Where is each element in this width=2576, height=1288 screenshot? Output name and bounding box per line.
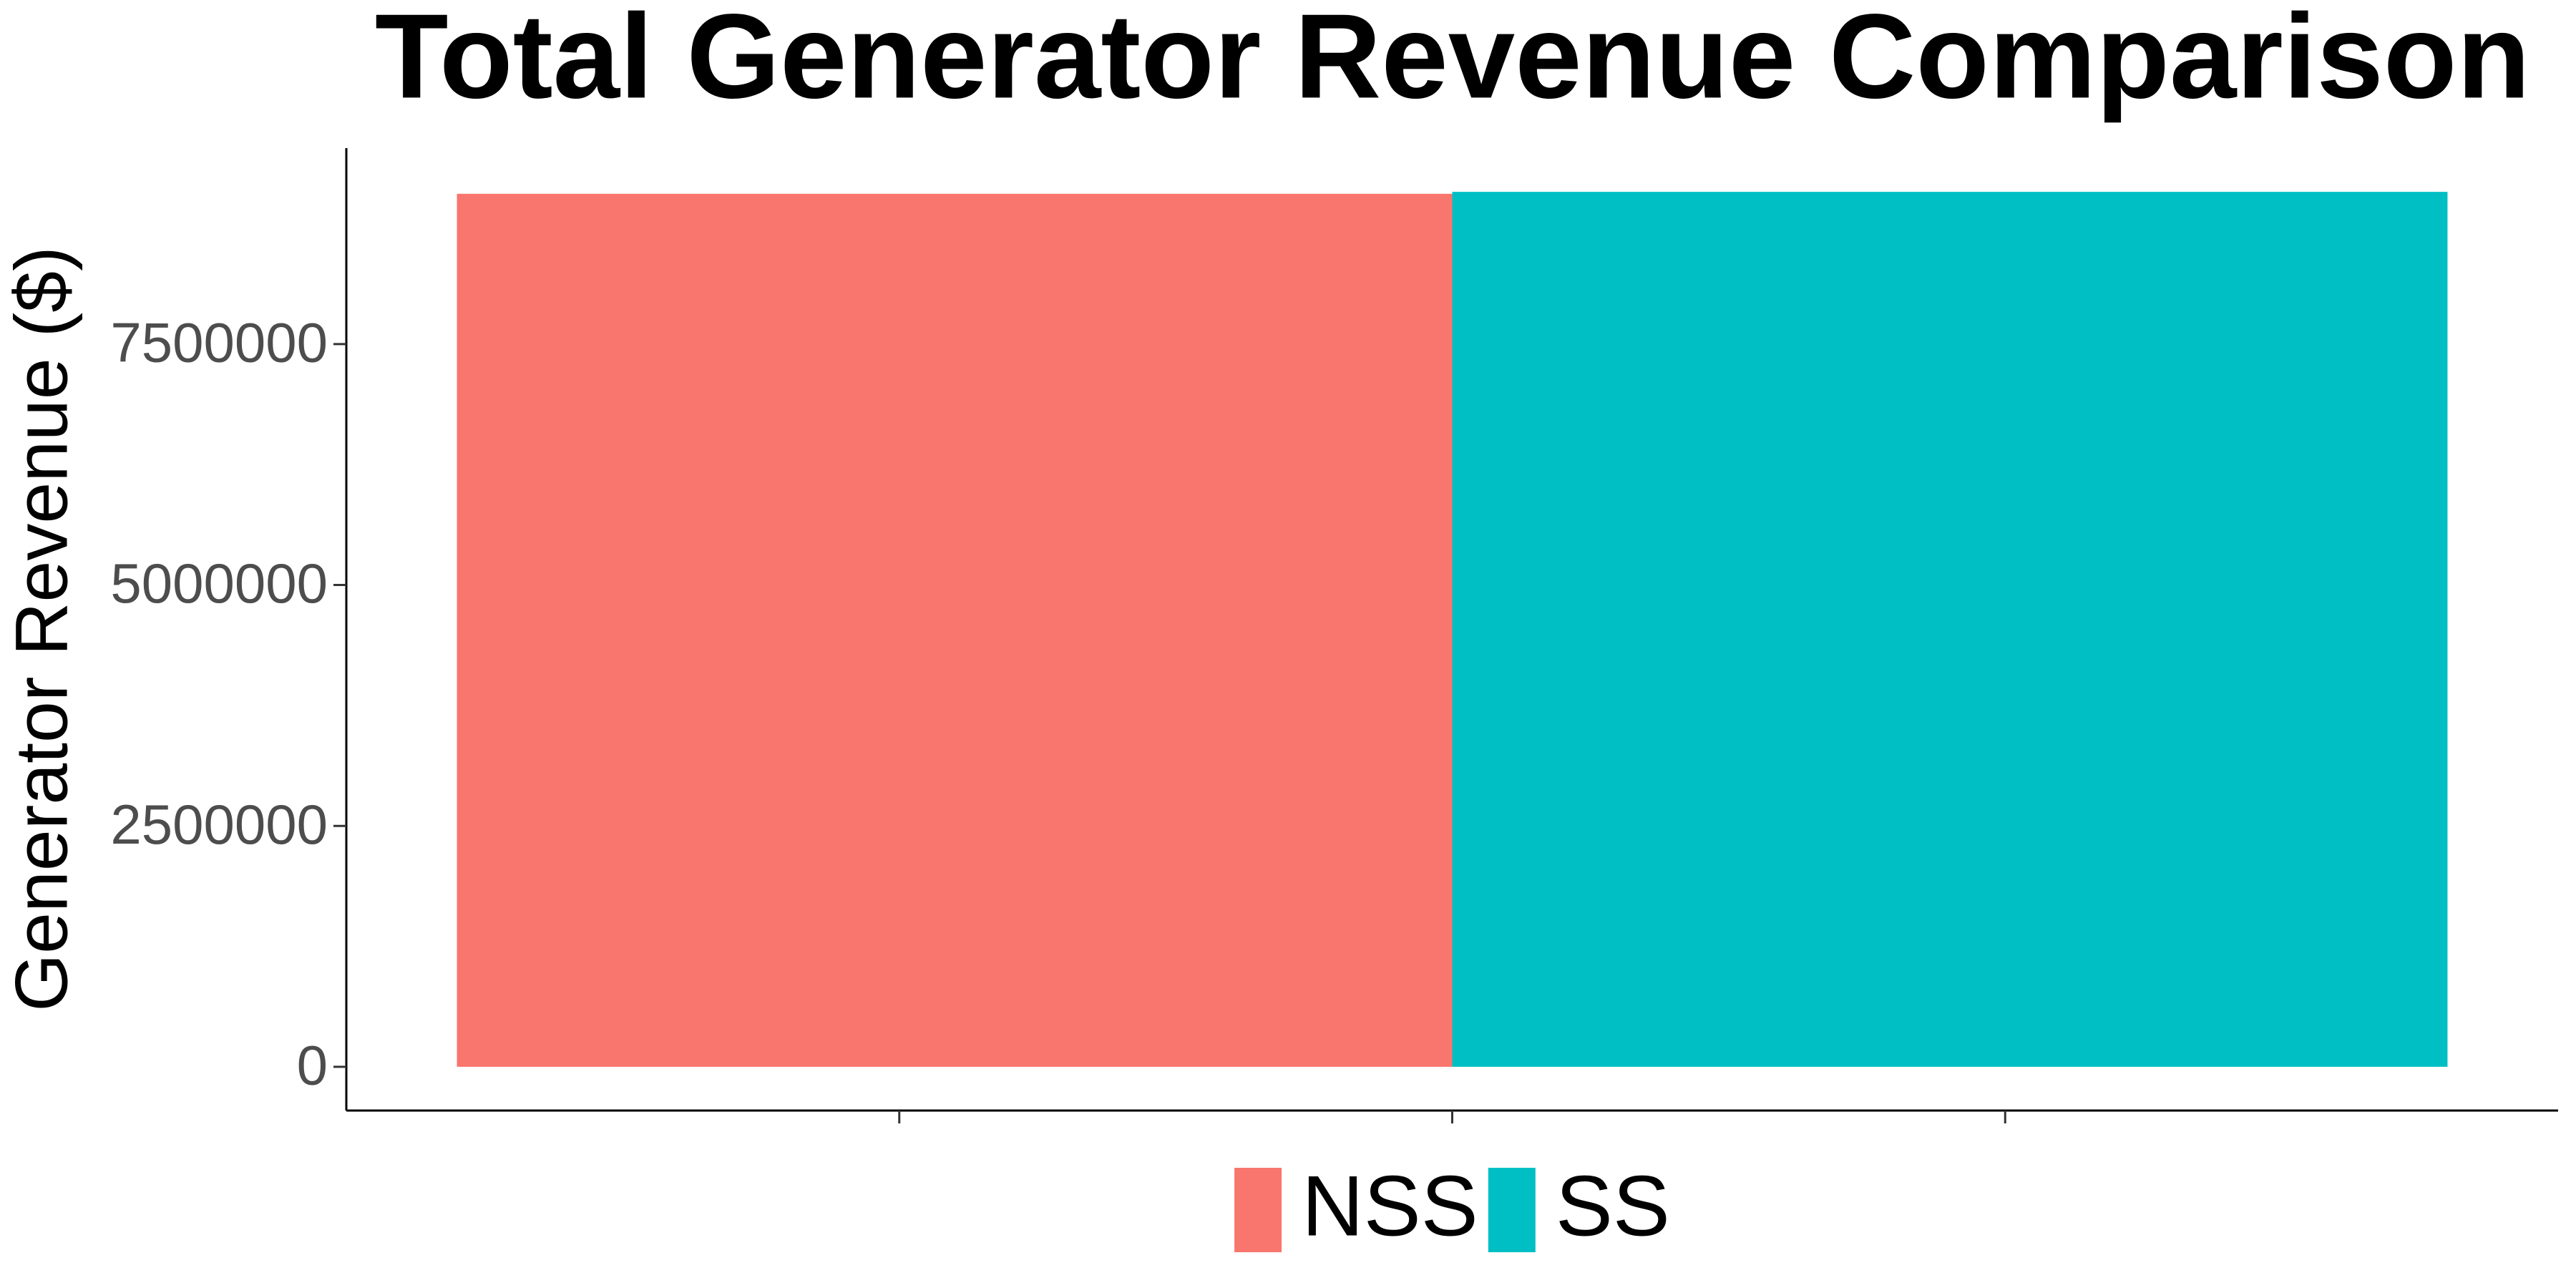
y-tick-label: 7500000 (110, 311, 328, 374)
bar (457, 193, 1453, 1067)
y-tick-label: 0 (297, 1033, 328, 1096)
chart-title: Total Generator Revenue Comparison (375, 0, 2530, 123)
y-tick-label: 5000000 (110, 552, 328, 615)
bar (1452, 192, 2448, 1067)
legend-label: NSS (1302, 1158, 1478, 1254)
y-tick-label: 2500000 (110, 793, 328, 856)
legend-key (1234, 1168, 1282, 1252)
y-axis-title: Generator Revenue ($) (0, 246, 83, 1011)
legend-key (1488, 1168, 1536, 1252)
legend-label: SS (1556, 1158, 1670, 1254)
